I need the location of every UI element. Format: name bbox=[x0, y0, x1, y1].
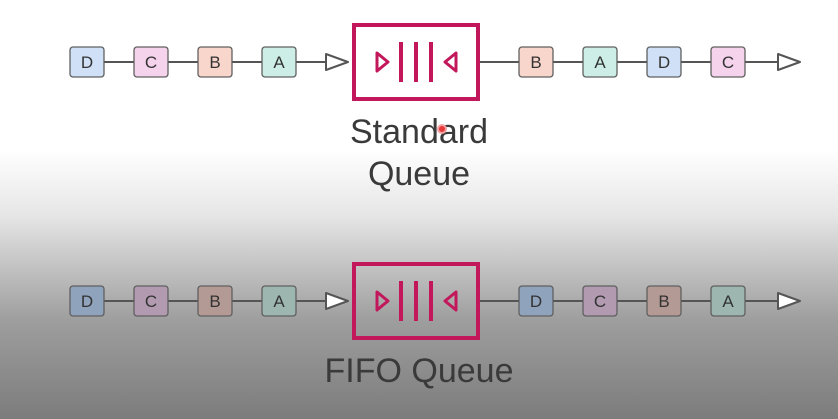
standard-output-message-4-box bbox=[710, 46, 746, 78]
fifo-input-arrow-head bbox=[325, 292, 349, 310]
standard-queue-out-arrow bbox=[443, 51, 458, 73]
fifo-input-message-4-label: A bbox=[273, 292, 285, 311]
standard-queue-title-line1: Standard bbox=[350, 113, 488, 151]
standard-input-message-3: B bbox=[197, 46, 233, 78]
standard-input-message-1-label: D bbox=[81, 53, 93, 72]
standard-output-message-3-label: D bbox=[658, 53, 670, 72]
fifo-input-message-2-label: C bbox=[145, 292, 157, 311]
standard-output-message-4: C bbox=[710, 46, 746, 78]
standard-input-message-1-box bbox=[69, 46, 105, 78]
fifo-input-message-1-box bbox=[69, 285, 105, 317]
standard-output-message-2: A bbox=[582, 46, 618, 78]
fifo-queue-frame bbox=[352, 262, 480, 340]
fifo-output-arrow-head bbox=[777, 292, 801, 310]
standard-input-message-2-label: C bbox=[145, 53, 157, 72]
fifo-output-message-4-box bbox=[710, 285, 746, 317]
standard-output-message-4-label: C bbox=[722, 53, 734, 72]
standard-output-message-1-box bbox=[518, 46, 554, 78]
fifo-output-message-3: B bbox=[646, 285, 682, 317]
fifo-input-message-3-box bbox=[197, 285, 233, 317]
standard-queue-icon bbox=[352, 23, 480, 101]
standard-input-message-4-label: A bbox=[273, 53, 285, 72]
standard-output-message-2-box bbox=[582, 46, 618, 78]
standard-input-message-4-box bbox=[261, 46, 297, 78]
standard-output-message-1-label: B bbox=[530, 53, 541, 72]
standard-output-message-3: D bbox=[646, 46, 682, 78]
standard-input-message-4: A bbox=[261, 46, 297, 78]
fifo-output-message-2: C bbox=[582, 285, 618, 317]
standard-queue-frame bbox=[352, 23, 480, 101]
standard-input-message-1: D bbox=[69, 46, 105, 78]
standard-output-message-3-box bbox=[646, 46, 682, 78]
fifo-input-message-4: A bbox=[261, 285, 297, 317]
fifo-input-message-4-box bbox=[261, 285, 297, 317]
fifo-output-message-4-label: A bbox=[722, 292, 734, 311]
fifo-output-message-3-label: B bbox=[658, 292, 669, 311]
fifo-queue-title: FIFO Queue bbox=[324, 352, 514, 390]
fifo-output-message-1: D bbox=[518, 285, 554, 317]
fifo-input-message-1-label: D bbox=[81, 292, 93, 311]
fifo-queue-in-arrow bbox=[375, 290, 390, 312]
fifo-output-message-1-box bbox=[518, 285, 554, 317]
fifo-input-message-2-box bbox=[133, 285, 169, 317]
standard-queue-title: Standard Queue bbox=[0, 111, 838, 195]
standard-queue-in-arrow bbox=[375, 51, 390, 73]
fifo-input-message-2: C bbox=[133, 285, 169, 317]
fifo-input-message-3: B bbox=[197, 285, 233, 317]
standard-output-message-1: B bbox=[518, 46, 554, 78]
fifo-input-message-1: D bbox=[69, 285, 105, 317]
standard-input-arrow-head bbox=[325, 53, 349, 71]
cursor-pointer-dot bbox=[437, 124, 447, 134]
standard-output-message-2-label: A bbox=[594, 53, 606, 72]
standard-input-message-3-box bbox=[197, 46, 233, 78]
fifo-output-message-2-label: C bbox=[594, 292, 606, 311]
fifo-output-message-4: A bbox=[710, 285, 746, 317]
fifo-input-message-3-label: B bbox=[209, 292, 220, 311]
standard-input-message-3-label: B bbox=[209, 53, 220, 72]
fifo-output-message-1-label: D bbox=[530, 292, 542, 311]
standard-output-arrow-head bbox=[777, 53, 801, 71]
fifo-queue-icon bbox=[352, 262, 480, 340]
standard-input-message-2-box bbox=[133, 46, 169, 78]
fifo-queue-out-arrow bbox=[443, 290, 458, 312]
fifo-output-message-2-box bbox=[582, 285, 618, 317]
standard-queue-title-line2: Queue bbox=[367, 155, 471, 193]
fifo-output-message-3-box bbox=[646, 285, 682, 317]
standard-input-message-2: C bbox=[133, 46, 169, 78]
